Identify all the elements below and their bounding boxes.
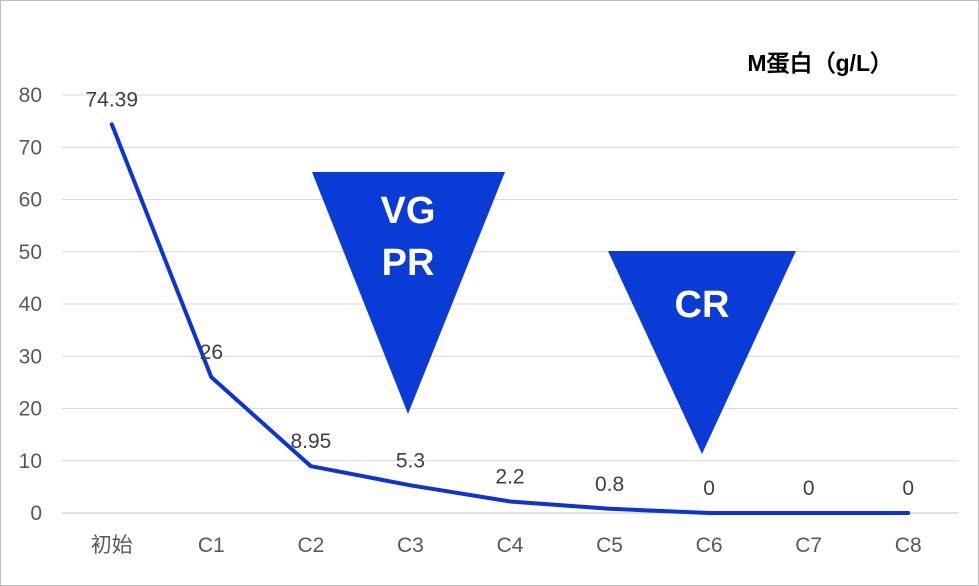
x-tick-label: C6 bbox=[696, 534, 723, 557]
y-tick-label: 80 bbox=[19, 84, 42, 107]
data-label: 0 bbox=[803, 477, 815, 500]
x-tick-label: C5 bbox=[596, 534, 623, 557]
gridlines bbox=[62, 94, 958, 514]
y-tick-label: 0 bbox=[30, 502, 42, 525]
annotation-label: VG bbox=[381, 190, 436, 232]
data-label: 0 bbox=[703, 477, 715, 500]
data-label: 2.2 bbox=[495, 466, 524, 489]
x-tick-label: C1 bbox=[198, 534, 225, 557]
x-tick-label: C7 bbox=[795, 534, 822, 557]
data-label: 5.3 bbox=[396, 449, 425, 472]
x-tick-label: C4 bbox=[497, 534, 524, 557]
y-tick-label: 30 bbox=[19, 345, 42, 368]
series-group bbox=[109, 122, 911, 515]
annotation-label: CR bbox=[675, 284, 730, 326]
y-axis-ticks: 0 10 20 30 40 50 60 70 80 bbox=[19, 84, 42, 525]
annotation-triangle-vg-pr bbox=[312, 172, 505, 414]
data-labels: 74.39 26 8.95 5.3 2.2 0.8 0 0 0 bbox=[85, 88, 914, 500]
series-line bbox=[109, 122, 911, 515]
y-tick-label: 60 bbox=[19, 189, 42, 212]
data-label: 0.8 bbox=[595, 473, 624, 496]
x-axis-ticks: 初始 C1 C2 C3 C4 C5 C6 C7 C8 bbox=[91, 534, 922, 557]
x-tick-label: C2 bbox=[297, 534, 324, 557]
x-tick-label: 初始 bbox=[91, 534, 133, 557]
data-label: 8.95 bbox=[290, 430, 331, 453]
x-tick-label: C8 bbox=[895, 534, 922, 557]
annotation-triangle-cr bbox=[608, 251, 796, 454]
chart-title: M蛋白（g/L） bbox=[747, 50, 893, 76]
y-tick-label: 20 bbox=[19, 398, 42, 421]
y-tick-label: 70 bbox=[19, 136, 42, 159]
annotation-label: PR bbox=[382, 242, 435, 284]
y-tick-label: 10 bbox=[19, 450, 42, 473]
data-label: 74.39 bbox=[85, 88, 138, 111]
annotations: VG PR CR bbox=[312, 172, 796, 454]
data-label: 26 bbox=[200, 341, 223, 364]
data-label: 0 bbox=[902, 477, 914, 500]
y-tick-label: 40 bbox=[19, 293, 42, 316]
x-tick-label: C3 bbox=[397, 534, 424, 557]
y-tick-label: 50 bbox=[19, 241, 42, 264]
